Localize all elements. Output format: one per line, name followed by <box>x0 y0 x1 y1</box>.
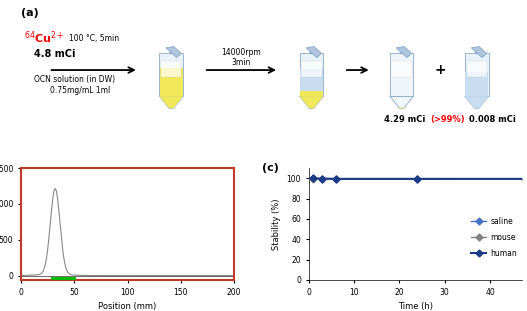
Bar <box>300 69 323 91</box>
Bar <box>465 72 488 96</box>
Bar <box>389 53 414 96</box>
Line: saline: saline <box>311 176 527 181</box>
Circle shape <box>170 52 172 53</box>
Bar <box>160 68 183 96</box>
Legend: saline, mouse, human: saline, mouse, human <box>468 214 520 261</box>
Text: (a): (a) <box>21 8 39 18</box>
Circle shape <box>310 52 313 53</box>
human <box>523 177 527 181</box>
Polygon shape <box>396 47 412 58</box>
Polygon shape <box>299 96 324 108</box>
Y-axis label: Stability (%): Stability (%) <box>272 198 281 250</box>
saline <box>523 177 527 181</box>
Polygon shape <box>465 96 489 108</box>
Bar <box>300 91 323 96</box>
Bar <box>159 53 183 96</box>
Text: $^{64}$Cu$^{2+}$: $^{64}$Cu$^{2+}$ <box>24 30 64 46</box>
Polygon shape <box>299 96 324 108</box>
saline <box>310 176 316 180</box>
Polygon shape <box>389 96 414 108</box>
Text: 4.29 mCi: 4.29 mCi <box>384 115 428 124</box>
Polygon shape <box>166 47 181 58</box>
saline <box>319 177 326 181</box>
human <box>319 177 326 180</box>
Text: (>99%): (>99%) <box>431 115 465 124</box>
Polygon shape <box>159 96 183 108</box>
mouse <box>333 178 339 181</box>
mouse <box>319 177 326 181</box>
Text: 100 °C, 5min: 100 °C, 5min <box>69 34 119 43</box>
X-axis label: Position (mm): Position (mm) <box>99 302 157 311</box>
Bar <box>161 61 181 77</box>
human <box>333 177 339 181</box>
mouse <box>414 178 421 181</box>
Text: 4.8 mCi: 4.8 mCi <box>34 49 75 59</box>
Text: OCN solution (in DW): OCN solution (in DW) <box>34 75 115 84</box>
Polygon shape <box>465 96 489 108</box>
Text: 3min: 3min <box>232 58 251 67</box>
Bar <box>299 53 324 96</box>
human <box>310 176 316 180</box>
mouse <box>310 177 316 180</box>
Polygon shape <box>306 47 321 58</box>
Line: mouse: mouse <box>311 176 527 182</box>
Text: 14000rpm: 14000rpm <box>221 48 261 57</box>
saline <box>333 177 339 181</box>
Text: +: + <box>434 63 446 77</box>
Circle shape <box>401 52 403 53</box>
Polygon shape <box>471 47 487 58</box>
Circle shape <box>475 52 478 53</box>
Text: 0.75mg/mL 1ml: 0.75mg/mL 1ml <box>50 86 110 95</box>
Text: 0.008 mCi: 0.008 mCi <box>469 115 516 124</box>
Bar <box>466 61 487 77</box>
Bar <box>465 53 489 96</box>
Line: human: human <box>311 176 527 181</box>
saline <box>414 177 421 181</box>
Polygon shape <box>159 96 183 108</box>
Bar <box>392 61 412 77</box>
mouse <box>523 177 527 181</box>
X-axis label: Time (h): Time (h) <box>398 302 433 311</box>
Bar <box>51 277 76 280</box>
Text: (c): (c) <box>262 163 279 173</box>
human <box>414 177 421 181</box>
Bar <box>301 61 321 77</box>
